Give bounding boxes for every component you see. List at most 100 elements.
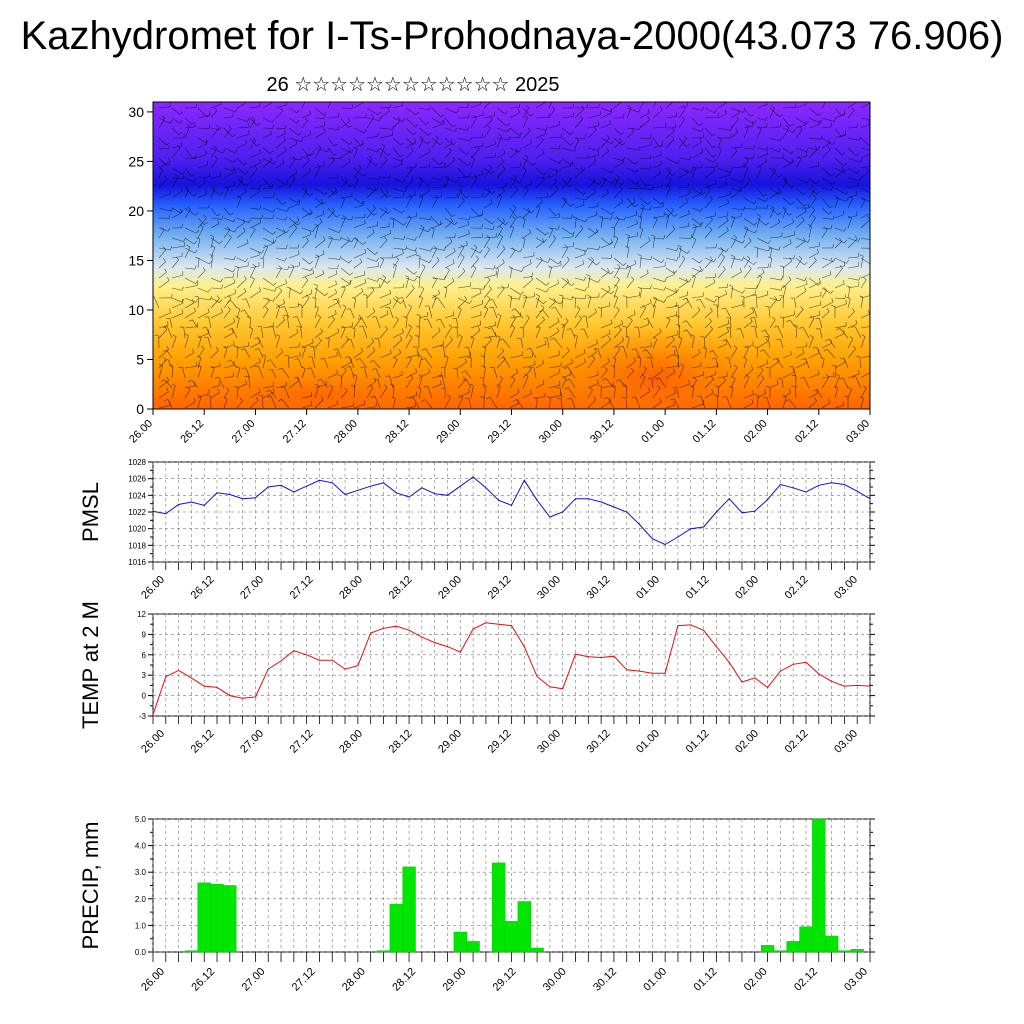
wind-barb bbox=[171, 274, 184, 279]
wind-barb-flag bbox=[515, 186, 518, 191]
wind-barb-flag bbox=[844, 169, 847, 173]
wind-barb bbox=[808, 217, 816, 229]
temp-data-point bbox=[459, 651, 461, 653]
precip-y-axis-label: PRECIP, mm bbox=[78, 822, 103, 950]
wind-barb-flag bbox=[685, 169, 688, 174]
wind-barb bbox=[314, 131, 326, 139]
temp-x-tick-label: 01.00 bbox=[634, 728, 662, 756]
wind-barb-flag bbox=[203, 178, 206, 182]
wind-barb bbox=[340, 217, 346, 229]
pmsl-x-tick-label: 27.00 bbox=[238, 574, 266, 602]
wind-barb bbox=[535, 140, 544, 149]
wind-barb bbox=[249, 119, 256, 129]
wind-barb bbox=[301, 160, 310, 169]
wind-barb bbox=[262, 159, 272, 169]
wind-barb bbox=[626, 127, 640, 130]
wind-barb-flag bbox=[709, 256, 713, 260]
wind-barb-flag bbox=[856, 152, 860, 156]
wind-barb bbox=[730, 119, 739, 129]
wind-barb bbox=[769, 207, 779, 216]
wind-barb bbox=[509, 227, 514, 239]
wind-barb bbox=[210, 207, 218, 217]
wind-barb-flag bbox=[196, 237, 201, 240]
wind-barb-flag bbox=[747, 176, 751, 181]
pmsl-data-point bbox=[344, 493, 346, 496]
wind-barb-flag bbox=[610, 270, 614, 275]
wind-barb bbox=[327, 116, 339, 119]
wind-barb bbox=[249, 265, 260, 269]
wind-barb-flag bbox=[824, 97, 827, 100]
wind-barb-flag bbox=[322, 210, 325, 215]
wind-barb bbox=[314, 253, 325, 259]
pmsl-data-point bbox=[613, 506, 615, 508]
wind-barb-flag bbox=[220, 278, 223, 283]
wind-barb-flag bbox=[377, 111, 381, 116]
temp-data-point bbox=[357, 665, 359, 667]
wind-barb bbox=[431, 186, 445, 189]
wind-barb bbox=[639, 102, 645, 109]
wind-barb-flag bbox=[649, 165, 652, 170]
precip-bar bbox=[504, 921, 519, 953]
wind-barb-flag bbox=[508, 136, 511, 141]
wind-barb-flag bbox=[433, 276, 437, 280]
wind-barb-flag bbox=[315, 254, 320, 257]
wind-barb-flag bbox=[195, 257, 200, 259]
wind-barb bbox=[496, 262, 505, 269]
wind-barb bbox=[574, 277, 585, 281]
wind-barb bbox=[639, 255, 642, 269]
temp-y-axis-label: TEMP at 2 M bbox=[78, 601, 103, 729]
wind-barb bbox=[587, 191, 596, 199]
wind-barb-flag bbox=[430, 227, 435, 230]
wind-barb-flag bbox=[507, 128, 510, 132]
temp-data-point bbox=[446, 646, 449, 648]
wind-barb bbox=[301, 227, 313, 232]
wind-barb bbox=[275, 247, 287, 249]
page-title: Kazhydromet for I-Ts-Prohodnaya-2000(43.… bbox=[20, 14, 1004, 58]
wind-barb-flag bbox=[763, 194, 768, 197]
wind-barb-flag bbox=[807, 238, 811, 243]
wind-barb-flag bbox=[414, 236, 417, 241]
wind-barb bbox=[236, 127, 249, 129]
wind-barb-flag bbox=[221, 284, 223, 289]
wind-barb bbox=[717, 102, 729, 109]
wind-barb bbox=[652, 206, 664, 209]
wind-barb bbox=[210, 127, 220, 139]
wind-barb bbox=[496, 152, 506, 159]
wind-barb bbox=[821, 229, 828, 239]
wind-barb-flag bbox=[208, 203, 210, 209]
pmsl-data-point bbox=[562, 511, 564, 513]
wind-barb bbox=[795, 277, 805, 282]
pmsl-x-tick-label: 30.12 bbox=[585, 574, 613, 602]
wind-barb-flag bbox=[494, 267, 499, 270]
wind-barb-flag bbox=[284, 147, 287, 151]
wind-barb bbox=[613, 279, 620, 289]
wind-barb-flag bbox=[551, 106, 555, 110]
precip-bar bbox=[376, 950, 391, 953]
wind-barb-flag bbox=[612, 179, 615, 184]
pmsl-y-tick-label: 1028 bbox=[128, 458, 146, 467]
wind-barb-flag bbox=[866, 167, 869, 172]
pmsl-data-point bbox=[318, 479, 321, 481]
wind-barb bbox=[795, 117, 807, 125]
wind-barb-flag bbox=[804, 277, 807, 281]
wind-barb-flag bbox=[178, 132, 183, 135]
wind-barb bbox=[353, 179, 359, 189]
wind-barb-flag bbox=[620, 131, 625, 135]
wind-barb bbox=[522, 157, 533, 166]
wind-barb bbox=[795, 211, 807, 219]
wind-barb bbox=[210, 187, 221, 195]
wind-barb-flag bbox=[362, 241, 367, 245]
wind-barb-flag bbox=[630, 276, 635, 280]
wind-barb bbox=[496, 190, 506, 199]
wind-barb bbox=[860, 279, 867, 289]
wind-barb bbox=[210, 255, 214, 269]
pmsl-x-tick-label: 30.00 bbox=[535, 574, 563, 602]
wind-barb-flag bbox=[448, 147, 452, 152]
wind-barb bbox=[717, 215, 728, 219]
wind-barb bbox=[327, 267, 338, 269]
wind-barb-flag bbox=[297, 216, 300, 221]
wind-barb-flag bbox=[831, 181, 836, 185]
wind-barb bbox=[249, 254, 260, 259]
pmsl-data-point bbox=[728, 498, 730, 500]
wind-barb-flag bbox=[211, 185, 215, 189]
